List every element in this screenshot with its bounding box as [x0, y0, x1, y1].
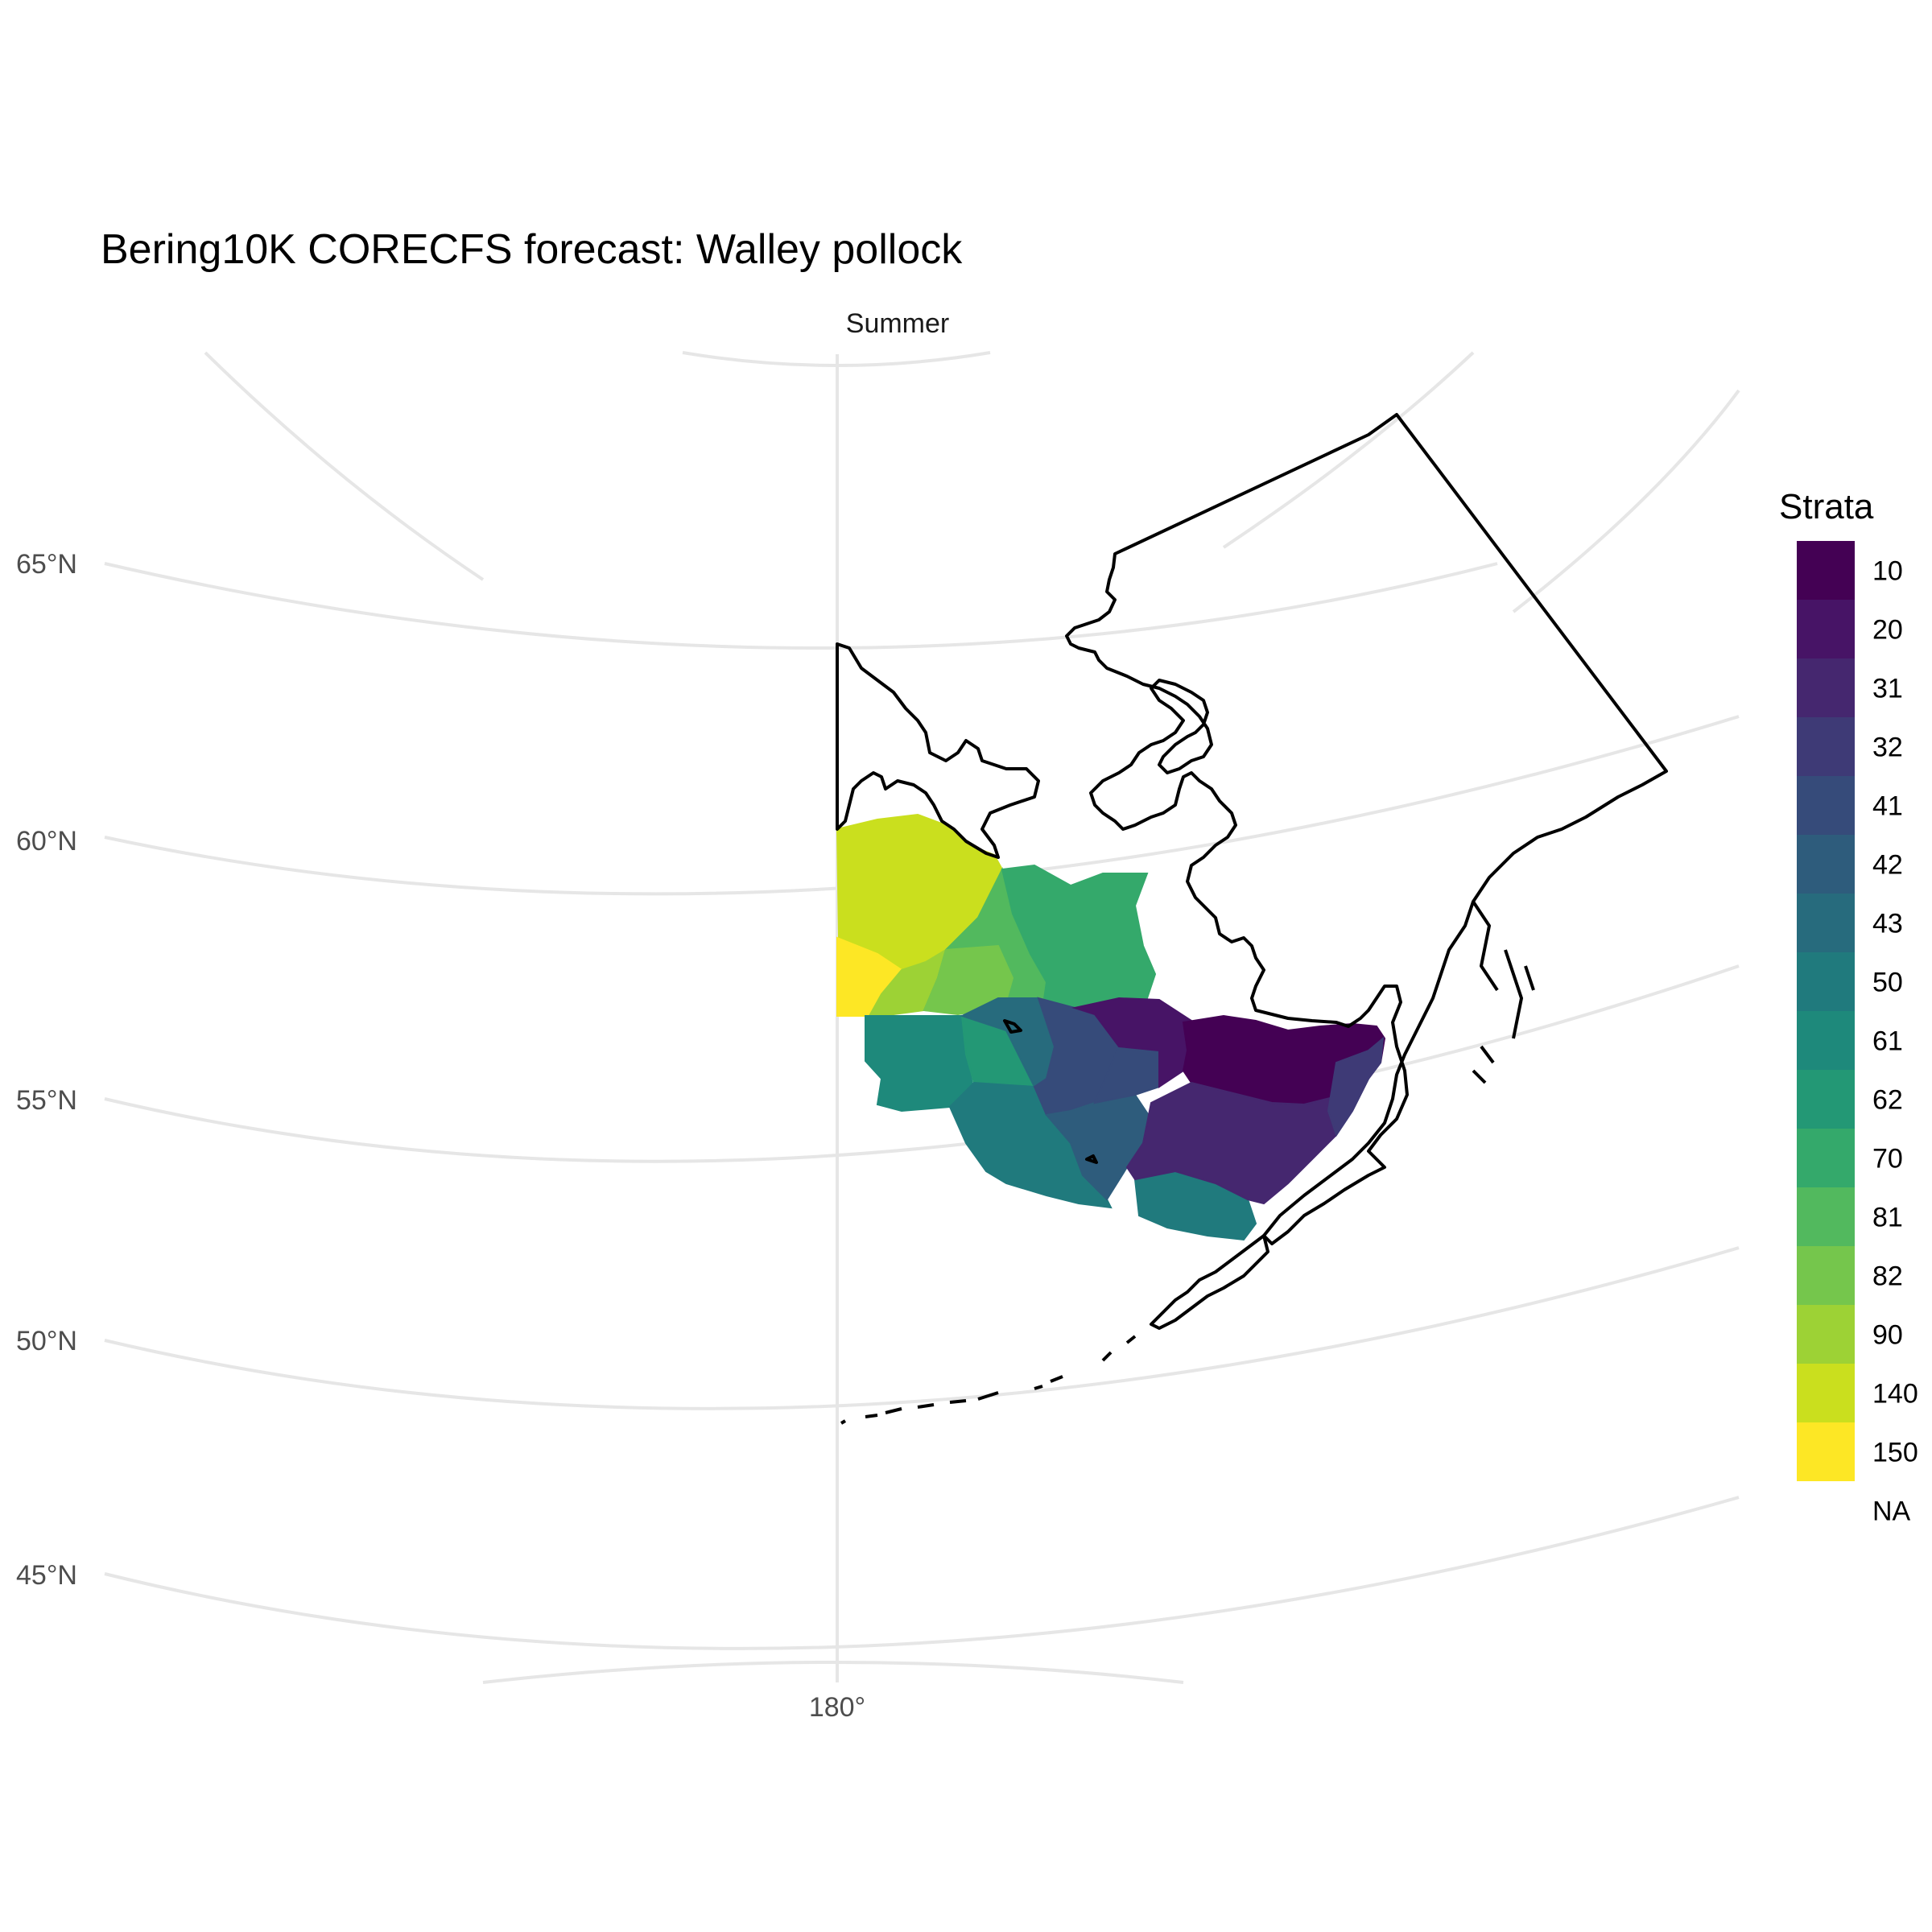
legend-swatch [1797, 1422, 1855, 1481]
legend-label: 82 [1872, 1261, 1903, 1292]
legend-label: 81 [1872, 1203, 1903, 1233]
meridian-line [1512, 389, 1740, 613]
meridian-line [204, 351, 485, 581]
legend-label: 31 [1872, 674, 1903, 704]
legend-label: 32 [1872, 733, 1903, 763]
aleutian-islands-west [840, 1335, 1137, 1425]
legend-label: 61 [1872, 1026, 1903, 1057]
stratum-82 [923, 944, 1014, 1016]
legend-label: 150 [1872, 1438, 1918, 1468]
facet-label: Summer [845, 308, 950, 339]
aleutian-chain [1150, 1234, 1269, 1330]
legend-swatch [1797, 952, 1855, 1011]
legend-title: Strata [1779, 487, 1874, 526]
legend-swatch [1797, 1481, 1855, 1540]
legend-swatch [1797, 600, 1855, 658]
lat-label-60: 60°N [16, 826, 77, 857]
legend-swatch [1797, 1246, 1855, 1305]
alaska-mainland [1065, 413, 1668, 1245]
legend-label: 42 [1872, 850, 1903, 881]
legend-swatch [1797, 894, 1855, 952]
alaska-outline [836, 642, 1040, 859]
legend-swatch [1797, 1011, 1855, 1070]
stratum-32 [1327, 1036, 1385, 1137]
legend-label: 140 [1872, 1379, 1918, 1410]
lat-label-45: 45°N [16, 1560, 77, 1591]
legend-label: 41 [1872, 791, 1903, 822]
legend-keys: 10 20 31 32 41 42 43 50 61 62 70 81 82 90 140 150 NA [1797, 541, 1918, 1540]
parallel-line [104, 562, 1498, 650]
meridian-line [1222, 351, 1475, 549]
stratum-61 [865, 1015, 976, 1113]
parallel-line [104, 1496, 1740, 1650]
alaska-coastline [836, 413, 1668, 1425]
legend-swatch [1797, 1129, 1855, 1187]
legend-label: NA [1872, 1496, 1911, 1527]
legend-label: 90 [1872, 1320, 1903, 1351]
legend-label: 62 [1872, 1085, 1903, 1116]
lat-label-50: 50°N [16, 1326, 77, 1356]
parallel-line [104, 1246, 1740, 1410]
parallel-line [104, 964, 1740, 1163]
legend-swatch [1797, 776, 1855, 835]
stratum-70 [1001, 864, 1157, 1018]
lat-label-55: 55°N [16, 1085, 77, 1116]
legend-swatch [1797, 835, 1855, 894]
pribilof-island-stgeorge [1085, 1154, 1098, 1164]
legend-swatch [1797, 1305, 1855, 1364]
legend-swatch [1797, 717, 1855, 776]
alaska-peninsula-islands [1472, 900, 1535, 1084]
legend-swatch [1797, 1070, 1855, 1129]
legend-label: 20 [1872, 615, 1903, 646]
legend-swatch [1797, 1364, 1855, 1422]
legend-swatch [1797, 658, 1855, 717]
pribilof-island-stpaul [1003, 1019, 1022, 1034]
lon-label-180: 180° [809, 1692, 865, 1723]
parallel-line [482, 1661, 1184, 1684]
page-title: Bering10K CORECFS forecast: Walley pollo… [101, 226, 963, 273]
stratum-31 [1125, 1076, 1371, 1205]
legend-label: 10 [1872, 556, 1903, 587]
legend-label: 43 [1872, 909, 1903, 939]
legend-swatch [1797, 541, 1855, 600]
strata-regions [836, 813, 1386, 1241]
legend-label: 70 [1872, 1144, 1903, 1174]
lat-label-65: 65°N [16, 549, 77, 580]
latitude-labels: 65°N 60°N 55°N 50°N 45°N 180° [16, 549, 865, 1723]
legend-label: 50 [1872, 968, 1903, 998]
legend-swatch [1797, 1187, 1855, 1246]
